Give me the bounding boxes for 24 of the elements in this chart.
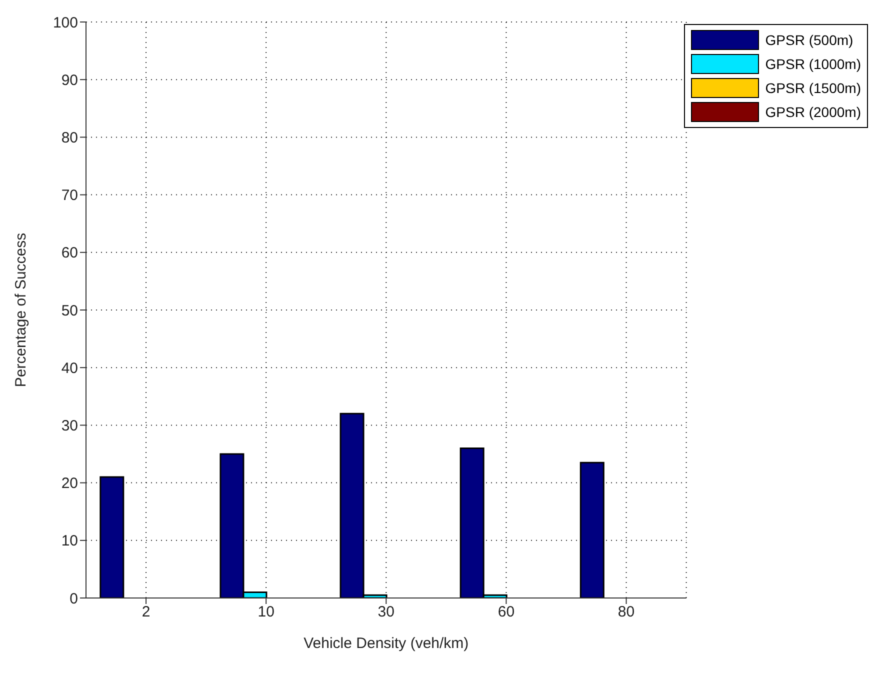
- x-tick-label: 60: [498, 604, 515, 621]
- y-tick-label: 0: [70, 590, 78, 608]
- y-tick-label: 80: [61, 130, 78, 147]
- legend-label: GPSR (1000m): [765, 56, 861, 72]
- legend-label: GPSR (2000m): [765, 104, 861, 120]
- y-tick-label: 100: [52, 14, 78, 32]
- bar: [100, 476, 124, 598]
- legend-label: GPSR (500m): [765, 32, 854, 48]
- y-tick-label: 50: [61, 302, 78, 320]
- y-tick-label: 20: [61, 475, 78, 492]
- y-tick-label: 90: [61, 72, 78, 89]
- x-tick-label: 10: [258, 604, 274, 621]
- y-tick-label: 10: [61, 532, 78, 550]
- y-tick-label: 40: [61, 360, 78, 377]
- legend-label: GPSR (1500m): [765, 80, 861, 96]
- y-tick-label: 30: [61, 418, 78, 435]
- x-tick-label: 30: [378, 604, 394, 621]
- y-tick-label: 60: [61, 244, 78, 262]
- y-axis-title: Percentage of Success: [12, 232, 30, 388]
- y-tick-label: 70: [61, 187, 78, 204]
- x-tick-label: 80: [618, 604, 635, 621]
- x-axis-title: Vehicle Density (veh/km): [304, 635, 469, 652]
- x-tick-label: 2: [142, 604, 150, 621]
- bar: [580, 462, 604, 598]
